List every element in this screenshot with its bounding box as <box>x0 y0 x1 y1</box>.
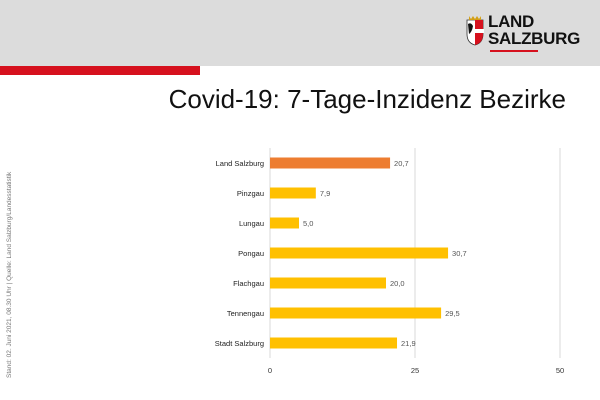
logo-line-land: LAND <box>488 12 535 31</box>
logo-underline <box>490 50 538 52</box>
data-label: 5,0 <box>303 219 313 228</box>
x-tick-label: 25 <box>411 366 419 375</box>
coat-of-arms-icon <box>466 16 484 46</box>
header-band <box>0 0 600 66</box>
page-title: Covid-19: 7-Tage-Inzidenz Bezirke <box>168 84 566 114</box>
category-label: Land Salzburg <box>216 159 264 168</box>
bar <box>270 217 299 229</box>
bar <box>270 157 391 169</box>
category-label: Pinzgau <box>237 189 264 198</box>
red-accent-bar <box>0 66 200 75</box>
bar <box>270 247 449 259</box>
bar <box>270 277 386 289</box>
data-label: 30,7 <box>452 249 467 258</box>
data-label: 20,0 <box>390 279 405 288</box>
category-label: Lungau <box>239 219 264 228</box>
bar <box>270 187 316 199</box>
data-label: 20,7 <box>394 159 409 168</box>
x-tick-label: 50 <box>556 366 564 375</box>
category-label: Flachgau <box>233 279 264 288</box>
land-salzburg-logo: LAND SALZBURG <box>466 12 580 56</box>
category-label: Stadt Salzburg <box>215 339 264 348</box>
x-tick-label: 0 <box>268 366 272 375</box>
data-label: 7,9 <box>320 189 330 198</box>
data-label: 21,9 <box>401 339 416 348</box>
logo-line-salzburg: SALZBURG <box>488 29 581 48</box>
logo-wordmark: LAND SALZBURG <box>488 13 580 47</box>
category-label: Pongau <box>238 249 264 258</box>
bar <box>270 307 442 319</box>
category-label: Tennengau <box>227 309 264 318</box>
bar <box>270 337 398 349</box>
data-label: 29,5 <box>445 309 460 318</box>
